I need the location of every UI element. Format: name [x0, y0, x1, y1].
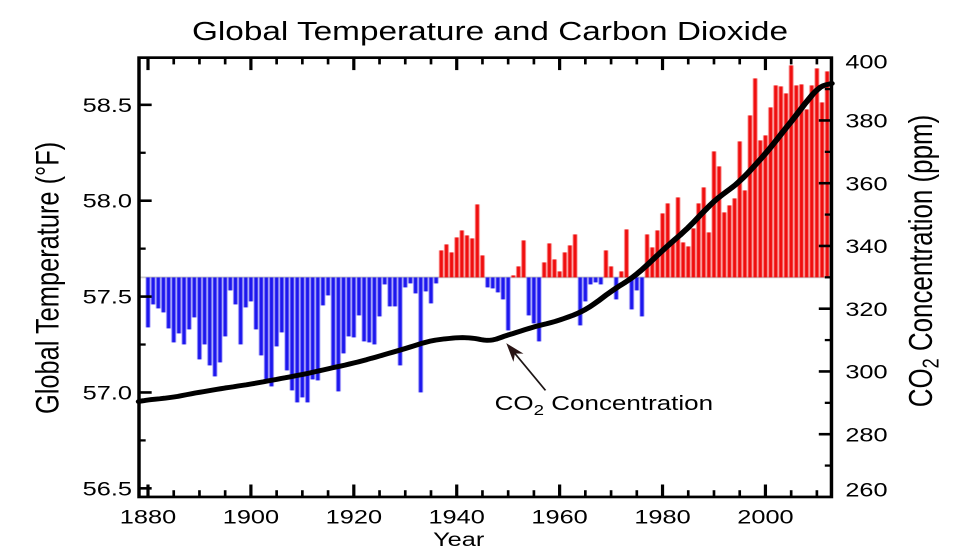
svg-text:340: 340 [845, 235, 887, 258]
svg-text:360: 360 [845, 172, 887, 195]
svg-text:1960: 1960 [531, 505, 587, 528]
svg-text:1920: 1920 [326, 505, 382, 528]
svg-text:1900: 1900 [223, 505, 279, 528]
svg-text:1980: 1980 [634, 505, 690, 528]
svg-text:58.0: 58.0 [83, 189, 132, 212]
svg-text:Global Temperature and Carbon: Global Temperature and Carbon Dioxide [192, 17, 788, 46]
svg-text:300: 300 [845, 360, 887, 383]
svg-text:CO2 Concentration: CO2 Concentration [495, 392, 713, 419]
svg-text:58.5: 58.5 [83, 94, 132, 117]
svg-text:Year: Year [433, 528, 485, 551]
svg-text:2000: 2000 [737, 505, 793, 528]
svg-text:57.0: 57.0 [83, 381, 132, 404]
svg-text:Global Temperature (°F): Global Temperature (°F) [31, 142, 67, 414]
svg-text:260: 260 [845, 478, 887, 501]
svg-text:1940: 1940 [428, 505, 484, 528]
svg-text:380: 380 [845, 109, 887, 132]
svg-text:400: 400 [845, 50, 887, 73]
svg-text:280: 280 [845, 423, 887, 446]
svg-text:57.5: 57.5 [83, 285, 132, 308]
svg-text:56.5: 56.5 [83, 477, 132, 500]
svg-text:1880: 1880 [120, 505, 176, 528]
svg-text:320: 320 [845, 298, 887, 321]
svg-text:CO2 Concentration (ppm): CO2 Concentration (ppm) [903, 115, 944, 408]
